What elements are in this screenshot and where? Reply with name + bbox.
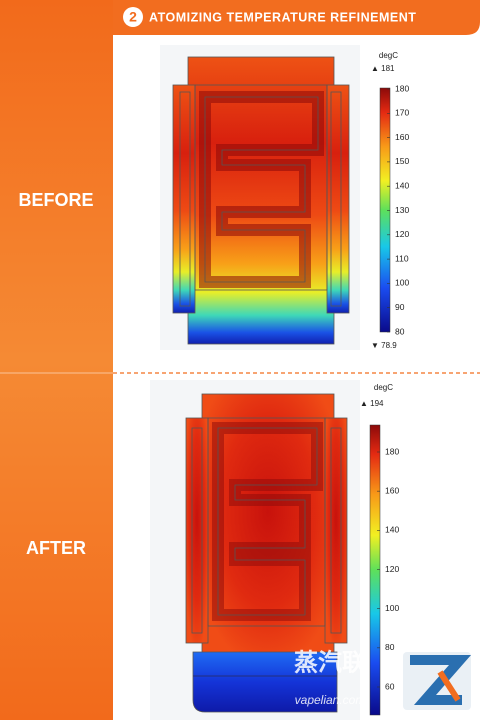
colorbar-unit: degC <box>374 383 393 392</box>
colorbar <box>379 87 391 333</box>
side-strip <box>0 0 113 720</box>
tick-label: 140 <box>385 525 399 535</box>
tick-label: 130 <box>395 205 409 215</box>
colorbar <box>369 424 381 716</box>
tick-label: 80 <box>395 326 405 336</box>
colorbar-max: ▲ 181 <box>371 64 395 73</box>
tick-label: 180 <box>385 446 399 456</box>
heatmap-after <box>150 380 360 720</box>
tick-label: 120 <box>395 229 409 239</box>
tick-label: 60 <box>385 681 395 691</box>
colorbar-ticks: 180 170 160 150 140 130 120 110 100 90 80 <box>387 83 409 336</box>
tick-label: 100 <box>395 278 409 288</box>
tick-label: 110 <box>395 253 409 263</box>
step-number: 2 <box>129 9 137 25</box>
colorbar-min: ▼ 78.9 <box>371 341 397 350</box>
colorbar-unit: degC <box>379 51 398 60</box>
tick-label: 80 <box>385 642 395 652</box>
tick-label: 100 <box>385 603 399 613</box>
header-title: ATOMIZING TEMPERATURE REFINEMENT <box>149 10 416 24</box>
tick-label: 90 <box>395 302 405 312</box>
watermark-site: vapelian.com <box>295 693 366 707</box>
tick-label: 170 <box>395 108 409 118</box>
panel-label: BEFORE <box>18 190 93 210</box>
tick-label: 140 <box>395 180 409 190</box>
colorbar-ticks: 180 160 140 120 100 80 60 <box>377 446 399 691</box>
colorbar-max: ▲ 194 <box>360 399 384 408</box>
watermark-logo <box>403 652 472 710</box>
tick-label: 120 <box>385 564 399 574</box>
heatmap-before <box>160 45 360 350</box>
header-tab <box>113 0 480 35</box>
step-badge <box>123 7 143 27</box>
tick-label: 180 <box>395 83 409 93</box>
tick-label: 150 <box>395 156 409 166</box>
tick-label: 160 <box>385 485 399 495</box>
watermark-brand: 蒸汽联 <box>294 648 366 676</box>
panel-label: AFTER <box>26 538 86 558</box>
tick-label: 160 <box>395 132 409 142</box>
